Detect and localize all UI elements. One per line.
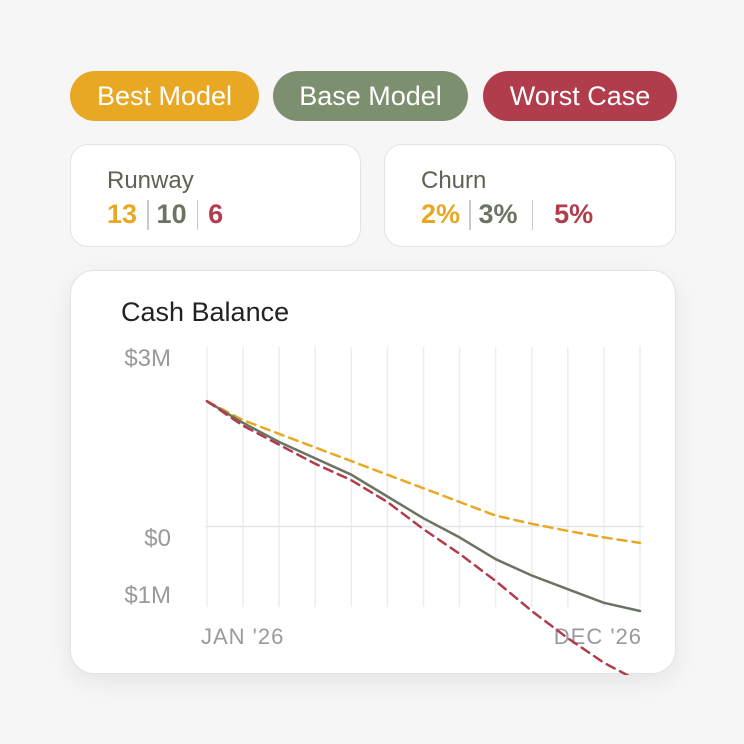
divider (196, 199, 199, 230)
y-tick-label: $3M (124, 345, 171, 372)
churn-base-value: 3% (478, 199, 518, 229)
churn-title: Churn (421, 167, 487, 194)
series-line-best-model (205, 399, 642, 545)
churn-card: Churn 2% 3% 5% (384, 144, 676, 247)
chart-title: Cash Balance (121, 297, 290, 327)
series-line-base-model (205, 399, 642, 613)
x-tick-label: DEC '26 (554, 624, 642, 649)
best-model-pill[interactable]: Best Model (70, 71, 259, 121)
cash-balance-card: Cash Balance $3M $0 $1M JAN '26 DEC '26 (70, 270, 676, 675)
divider (147, 199, 149, 230)
cash-balance-chart: $3M $0 $1M JAN '26 DEC '26 (124, 345, 644, 675)
runway-best-value: 13 (107, 199, 138, 229)
churn-worst-value: 5% (554, 199, 594, 229)
churn-best-value: 2% (421, 199, 461, 229)
divider (469, 199, 471, 230)
runway-worst-value: 6 (208, 199, 224, 229)
base-model-pill[interactable]: Base Model (273, 71, 468, 121)
series-line-worst-case (205, 399, 630, 675)
churn-values: 2% 3% 5% (421, 199, 593, 230)
worst-case-pill[interactable]: Worst Case (483, 71, 677, 121)
y-tick-label: $1M (124, 582, 171, 609)
runway-base-value: 10 (156, 199, 187, 229)
runway-values: 13 10 6 (107, 199, 223, 230)
runway-title: Runway (107, 167, 194, 194)
divider (531, 199, 534, 230)
x-tick-label: JAN '26 (201, 624, 284, 649)
runway-card: Runway 13 10 6 (70, 144, 361, 247)
y-tick-label: $0 (144, 525, 171, 552)
